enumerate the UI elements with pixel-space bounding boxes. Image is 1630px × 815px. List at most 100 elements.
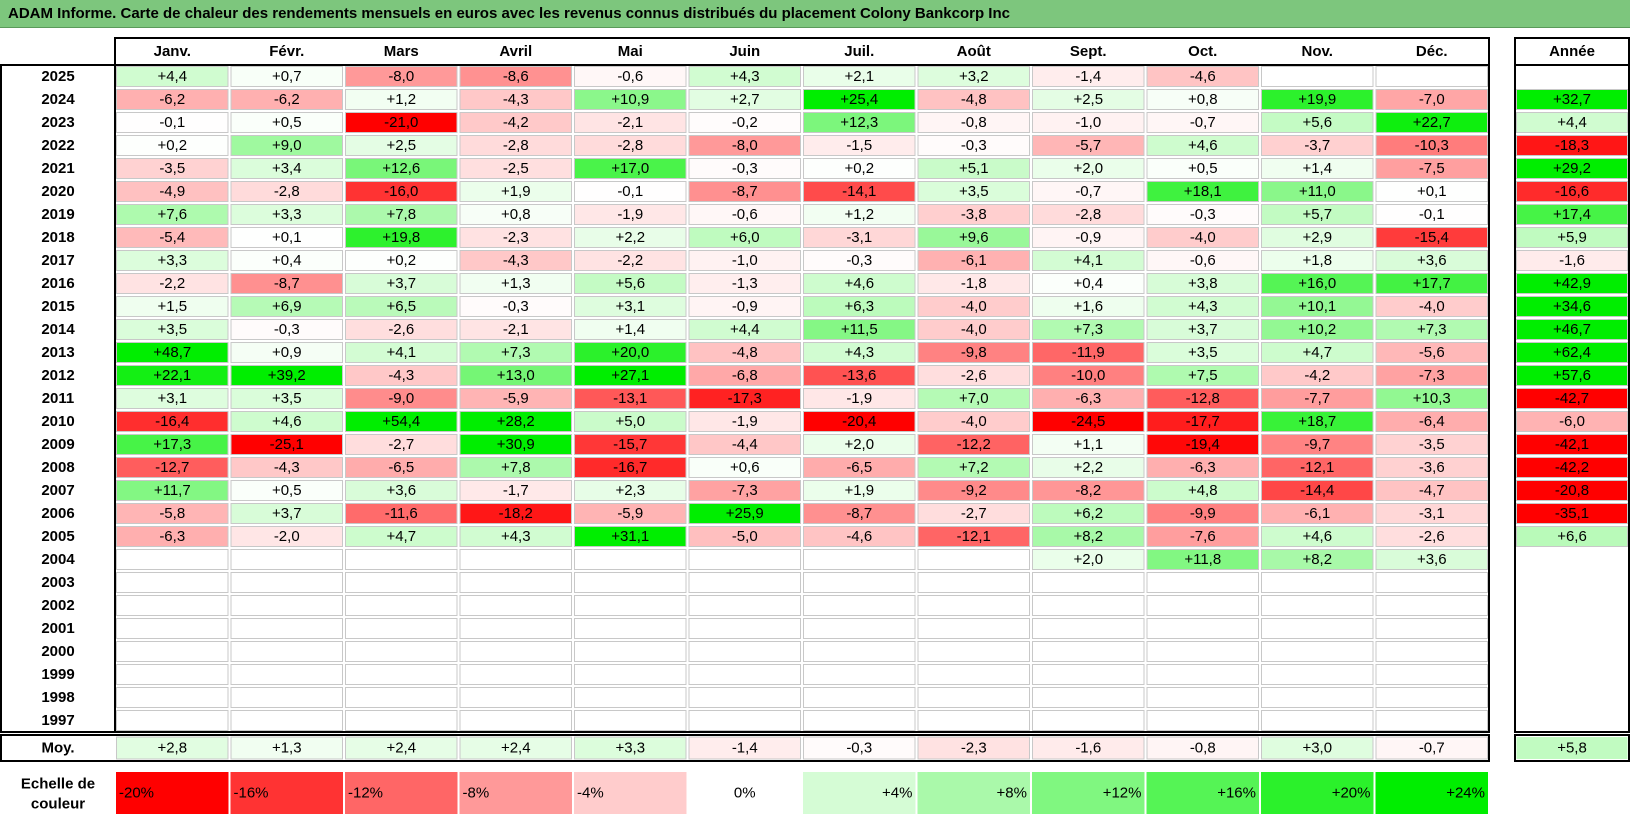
heatmap-cell [688, 411, 801, 432]
annual-value: -18,3 [1555, 137, 1589, 154]
cell-value: -5,0 [732, 528, 758, 545]
year-label-1997: 1997 [41, 712, 74, 729]
heatmap-cell [1032, 572, 1145, 593]
heatmap-cell [1261, 710, 1374, 731]
annual-value: +62,4 [1553, 344, 1591, 361]
year-label-2020: 2020 [41, 183, 74, 200]
cell-value: -1,9 [732, 413, 758, 430]
heatmap-cell [230, 526, 343, 547]
scale-label: -16% [234, 785, 269, 802]
heatmap-cell [1375, 641, 1488, 662]
cell-value: -17,7 [1186, 413, 1220, 430]
heatmap-cell [1261, 365, 1374, 386]
heatmap-cell [574, 227, 687, 248]
heatmap-cell [574, 595, 687, 616]
cell-value: +4,3 [730, 68, 760, 85]
average-annual-value: +5,8 [1557, 740, 1587, 757]
heatmap-cell [1032, 296, 1145, 317]
heatmap-cell [1261, 273, 1374, 294]
heatmap-cell [917, 595, 1030, 616]
year-label-2008: 2008 [41, 459, 74, 476]
average-value: +3,3 [615, 740, 645, 757]
cell-value: -6,3 [1190, 459, 1216, 476]
cell-value: -20,4 [842, 413, 876, 430]
heatmap-cell [1375, 388, 1488, 409]
heatmap-cell [1375, 618, 1488, 639]
cell-value: -4,3 [274, 459, 300, 476]
cell-value: +25,4 [840, 91, 878, 108]
cell-value: -6,1 [961, 252, 987, 269]
cell-value: -14,4 [1300, 482, 1334, 499]
cell-value: +3,6 [386, 482, 416, 499]
cell-value: +1,6 [1073, 298, 1103, 315]
heatmap-cell [459, 250, 572, 271]
heatmap-cell [1261, 480, 1374, 501]
cell-value: -8,7 [732, 183, 758, 200]
heatmap-cell [1375, 664, 1488, 685]
cell-value: +17,0 [611, 160, 649, 177]
cell-value: -14,1 [842, 183, 876, 200]
heatmap-cell [345, 618, 458, 639]
cell-value: +17,3 [153, 436, 191, 453]
heatmap-cell [917, 641, 1030, 662]
heatmap-cell [688, 135, 801, 156]
cell-value: +2,9 [1302, 229, 1332, 246]
heatmap-cell [1261, 181, 1374, 202]
heatmap-cell [116, 273, 229, 294]
cell-value: -2,8 [503, 137, 529, 154]
annual-value: +57,6 [1553, 367, 1591, 384]
heatmap-cell [688, 480, 801, 501]
cell-value: +1,2 [386, 91, 416, 108]
heatmap-cell [230, 664, 343, 685]
heatmap-cell [1146, 526, 1259, 547]
heatmap-cell [345, 319, 458, 340]
scale-label: -4% [577, 785, 604, 802]
cell-value: -0,9 [1075, 229, 1101, 246]
cell-value: +3,3 [157, 252, 187, 269]
cell-value: +3,7 [1188, 321, 1218, 338]
heatmap-cell [230, 342, 343, 363]
heatmap-cell [230, 227, 343, 248]
cell-value: -2,7 [388, 436, 414, 453]
heatmap-cell [917, 204, 1030, 225]
heatmap-cell [230, 503, 343, 524]
cell-value: -2,8 [274, 183, 300, 200]
cell-value: -7,7 [1304, 390, 1330, 407]
heatmap-cell [1261, 204, 1374, 225]
cell-value: +2,1 [844, 68, 874, 85]
annual-cell [1516, 181, 1628, 202]
cell-value: +3,1 [615, 298, 645, 315]
cell-value: +4,4 [730, 321, 760, 338]
cell-value: +0,1 [272, 229, 302, 246]
heatmap-cell [459, 457, 572, 478]
heatmap-cell [803, 641, 916, 662]
cell-value: +5,0 [615, 413, 645, 430]
cell-value: -0,3 [274, 321, 300, 338]
cell-value: +17,7 [1413, 275, 1451, 292]
year-label-2005: 2005 [41, 528, 74, 545]
cell-value: +0,8 [1188, 91, 1218, 108]
heatmap-cell [116, 342, 229, 363]
heatmap-cell [574, 89, 687, 110]
heatmap-cell [1261, 388, 1374, 409]
scale-label: +8% [997, 785, 1027, 802]
heatmap-cell [1375, 411, 1488, 432]
annual-cell [1516, 66, 1628, 87]
heatmap-cell [1032, 710, 1145, 731]
year-label-2018: 2018 [41, 229, 74, 246]
heatmap-cell [345, 457, 458, 478]
annual-header-box [1514, 37, 1630, 66]
annual-cell [1516, 595, 1628, 616]
annual-value: +34,6 [1553, 298, 1591, 315]
year-label-2014: 2014 [41, 321, 75, 338]
cell-value: -6,8 [732, 367, 758, 384]
scale-label: -12% [348, 785, 383, 802]
heatmap-cell [345, 250, 458, 271]
cell-value: +5,7 [1302, 206, 1332, 223]
cell-value: -8,2 [1075, 482, 1101, 499]
heatmap-cell [1261, 503, 1374, 524]
heatmap-cell [688, 319, 801, 340]
heatmap-cell [116, 526, 229, 547]
cell-value: +0,4 [1073, 275, 1103, 292]
cell-value: +7,3 [1417, 321, 1447, 338]
